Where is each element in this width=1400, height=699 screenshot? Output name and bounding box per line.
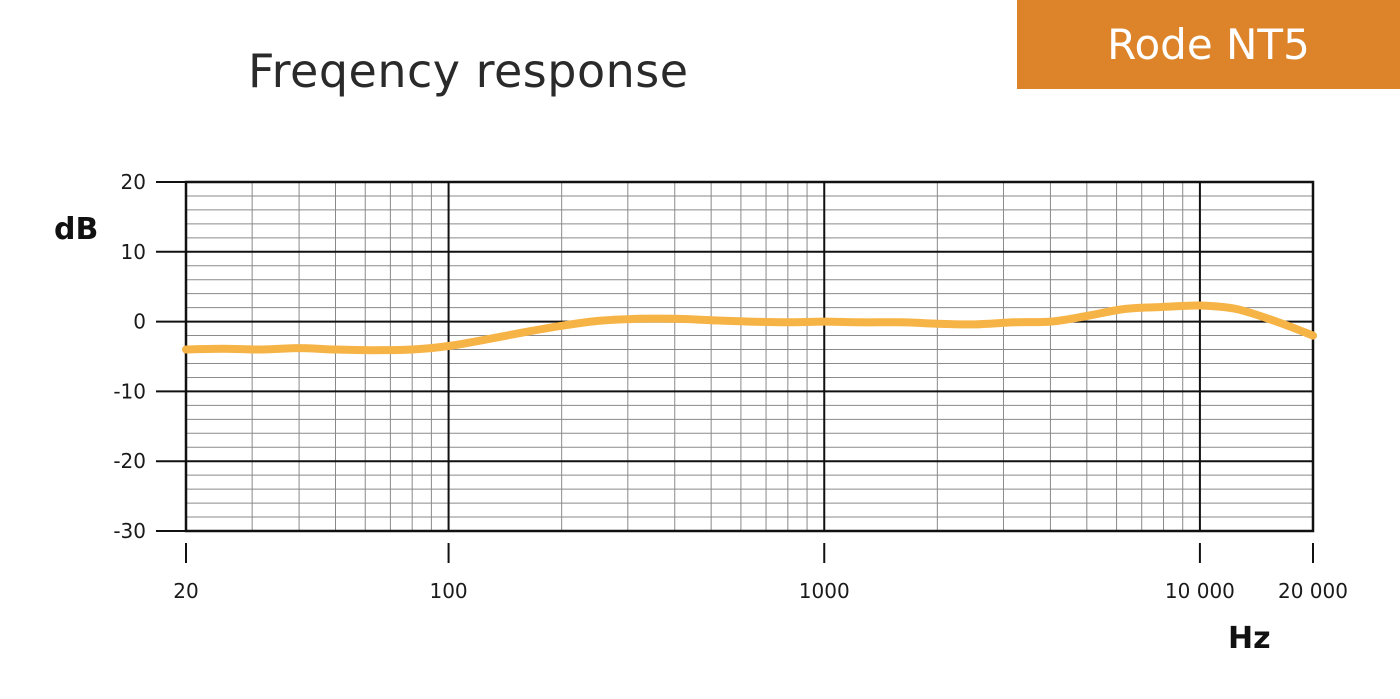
y-tick-label: 20 — [121, 170, 146, 194]
frequency-response-line — [182, 301, 1317, 355]
x-tick-label: 10 000 — [1165, 579, 1235, 603]
x-tick-label: 20 — [173, 579, 198, 603]
y-tick-label: -30 — [113, 519, 146, 543]
product-badge: Rode NT5 — [1017, 0, 1400, 89]
x-axis-ticks: 20 100 1000 10 000 20 000 — [173, 543, 1348, 603]
plot-frame — [184, 180, 1315, 533]
y-axis-ticks: 20 10 0 -10 -20 -30 — [113, 170, 186, 543]
y-tick-label: 10 — [121, 240, 146, 264]
chart-title: Freqency response — [248, 44, 689, 98]
y-tick-label: 0 — [133, 310, 146, 334]
x-tick-label: 1000 — [799, 579, 850, 603]
major-gridlines — [186, 182, 1313, 531]
x-tick-label: 20 000 — [1278, 579, 1348, 603]
y-tick-label: -10 — [113, 379, 146, 403]
y-tick-label: -20 — [113, 449, 146, 473]
x-tick-label: 100 — [429, 579, 467, 603]
product-name: Rode NT5 — [1107, 20, 1310, 69]
y-axis-label: dB — [54, 212, 98, 247]
minor-gridlines — [186, 182, 1313, 531]
x-axis-label: Hz — [1228, 621, 1271, 656]
